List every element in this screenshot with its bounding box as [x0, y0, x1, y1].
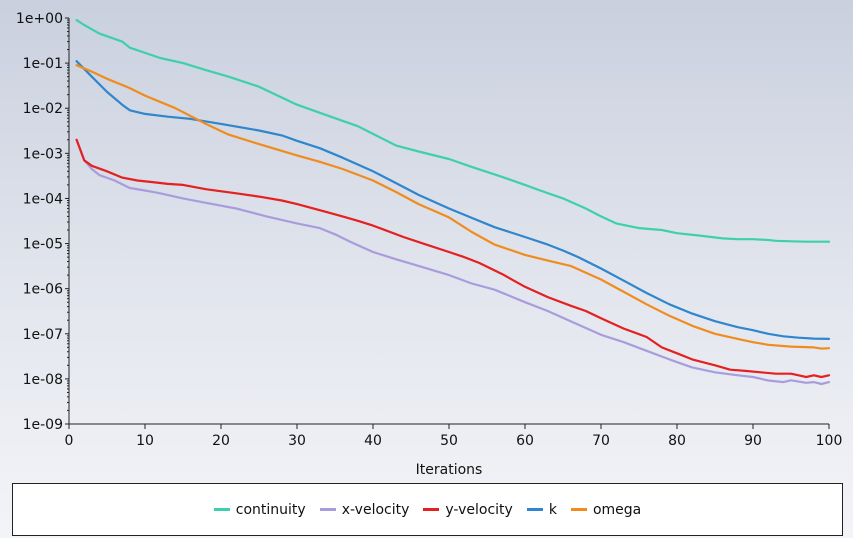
x-axis-title: Iterations: [416, 462, 483, 478]
legend: continuity x-velocity y-velocity k omega: [12, 483, 843, 536]
legend-label: y-velocity: [445, 501, 513, 518]
x-tick-label: 50: [440, 433, 458, 449]
legend-swatch: [423, 508, 440, 511]
series-line-x-velocity: [75, 138, 831, 386]
y-tick-label: 1e+00: [16, 11, 63, 27]
series-line-k: [75, 60, 831, 340]
x-tick-label: 90: [744, 433, 762, 449]
legend-item-omega: omega: [570, 501, 642, 518]
y-tick-label: 1e-08: [23, 372, 63, 388]
x-tick-label: 60: [516, 433, 534, 449]
series-line-omega: [75, 64, 831, 350]
x-tick-label: 20: [212, 433, 230, 449]
legend-label: omega: [592, 501, 642, 518]
y-tick-label: 1e-04: [23, 191, 63, 207]
x-tick-label: 0: [65, 433, 74, 449]
x-tick-label: 30: [288, 433, 306, 449]
y-tick-label: 1e-06: [23, 282, 63, 298]
legend-label: x-velocity: [341, 501, 410, 518]
x-axis: 0 10 20 30 40 50 60 70 80 90 100: [65, 424, 843, 449]
y-tick-label: 1e-09: [23, 417, 63, 433]
legend-label: k: [548, 501, 557, 518]
x-tick-label: 100: [816, 433, 843, 449]
plot-frame: [68, 18, 829, 425]
y-tick-label: 1e-07: [23, 327, 63, 343]
y-tick-label: 1e-03: [23, 146, 63, 162]
legend-item-y-velocity: y-velocity: [423, 501, 513, 518]
legend-item-k: k: [526, 501, 557, 518]
residuals-chart: 1e+00 1e-01 1e-02 1e-03 1e-04 1e-05 1e-06 1e-07…: [16, 11, 843, 478]
x-tick-label: 70: [592, 433, 610, 449]
x-tick-label: 80: [668, 433, 686, 449]
series-line-continuity: [75, 19, 831, 243]
y-tick-label: 1e-01: [23, 56, 63, 72]
legend-item-x-velocity: x-velocity: [319, 501, 410, 518]
y-tick-label: 1e-05: [23, 237, 63, 253]
legend-swatch: [570, 508, 587, 511]
legend-swatch: [526, 508, 543, 511]
legend-label: continuity: [235, 501, 306, 518]
y-tick-label: 1e-02: [23, 101, 63, 117]
x-tick-label: 10: [136, 433, 154, 449]
x-tick-label: 40: [364, 433, 382, 449]
legend-swatch: [213, 508, 230, 511]
series-lines: [75, 19, 831, 386]
legend-swatch: [319, 508, 336, 511]
y-axis: 1e+00 1e-01 1e-02 1e-03 1e-04 1e-05 1e-06 1e-07…: [16, 11, 69, 433]
series-line-y-velocity: [75, 138, 831, 379]
legend-item-continuity: continuity: [213, 501, 306, 518]
